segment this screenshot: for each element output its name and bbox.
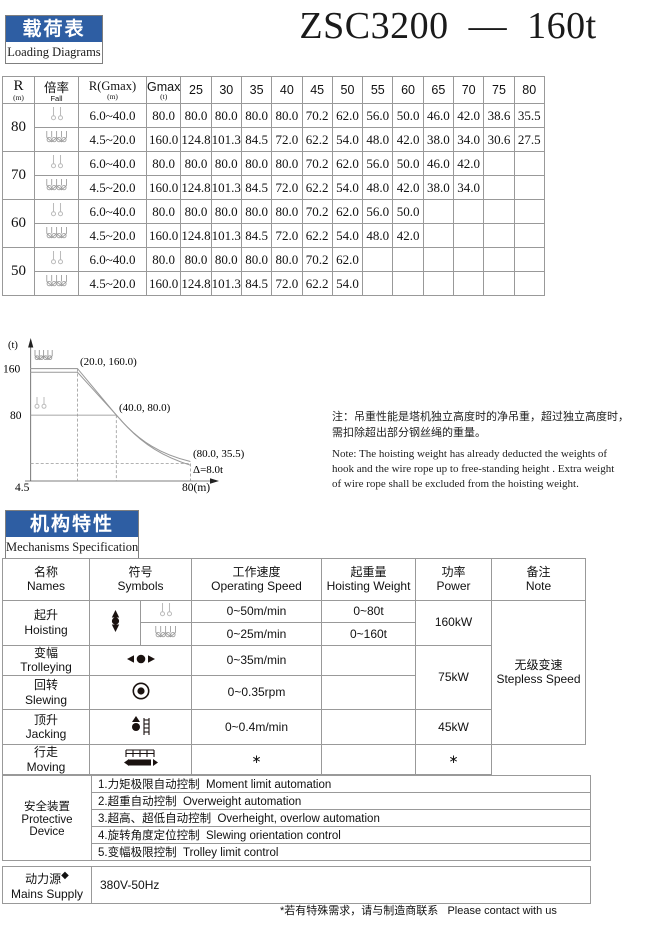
svg-text:160: 160	[3, 364, 21, 376]
svg-text:80: 80	[10, 410, 22, 422]
svg-text:(40.0, 80.0): (40.0, 80.0)	[119, 402, 171, 414]
svg-text:Δ=8.0t: Δ=8.0t	[193, 464, 223, 476]
svg-text:(20.0, 160.0): (20.0, 160.0)	[80, 356, 137, 368]
svg-text:4.5: 4.5	[15, 482, 30, 494]
svg-text:(80.0, 35.5): (80.0, 35.5)	[193, 448, 245, 460]
svg-text:(t): (t)	[8, 340, 18, 351]
svg-text:80(m): 80(m)	[182, 482, 210, 494]
